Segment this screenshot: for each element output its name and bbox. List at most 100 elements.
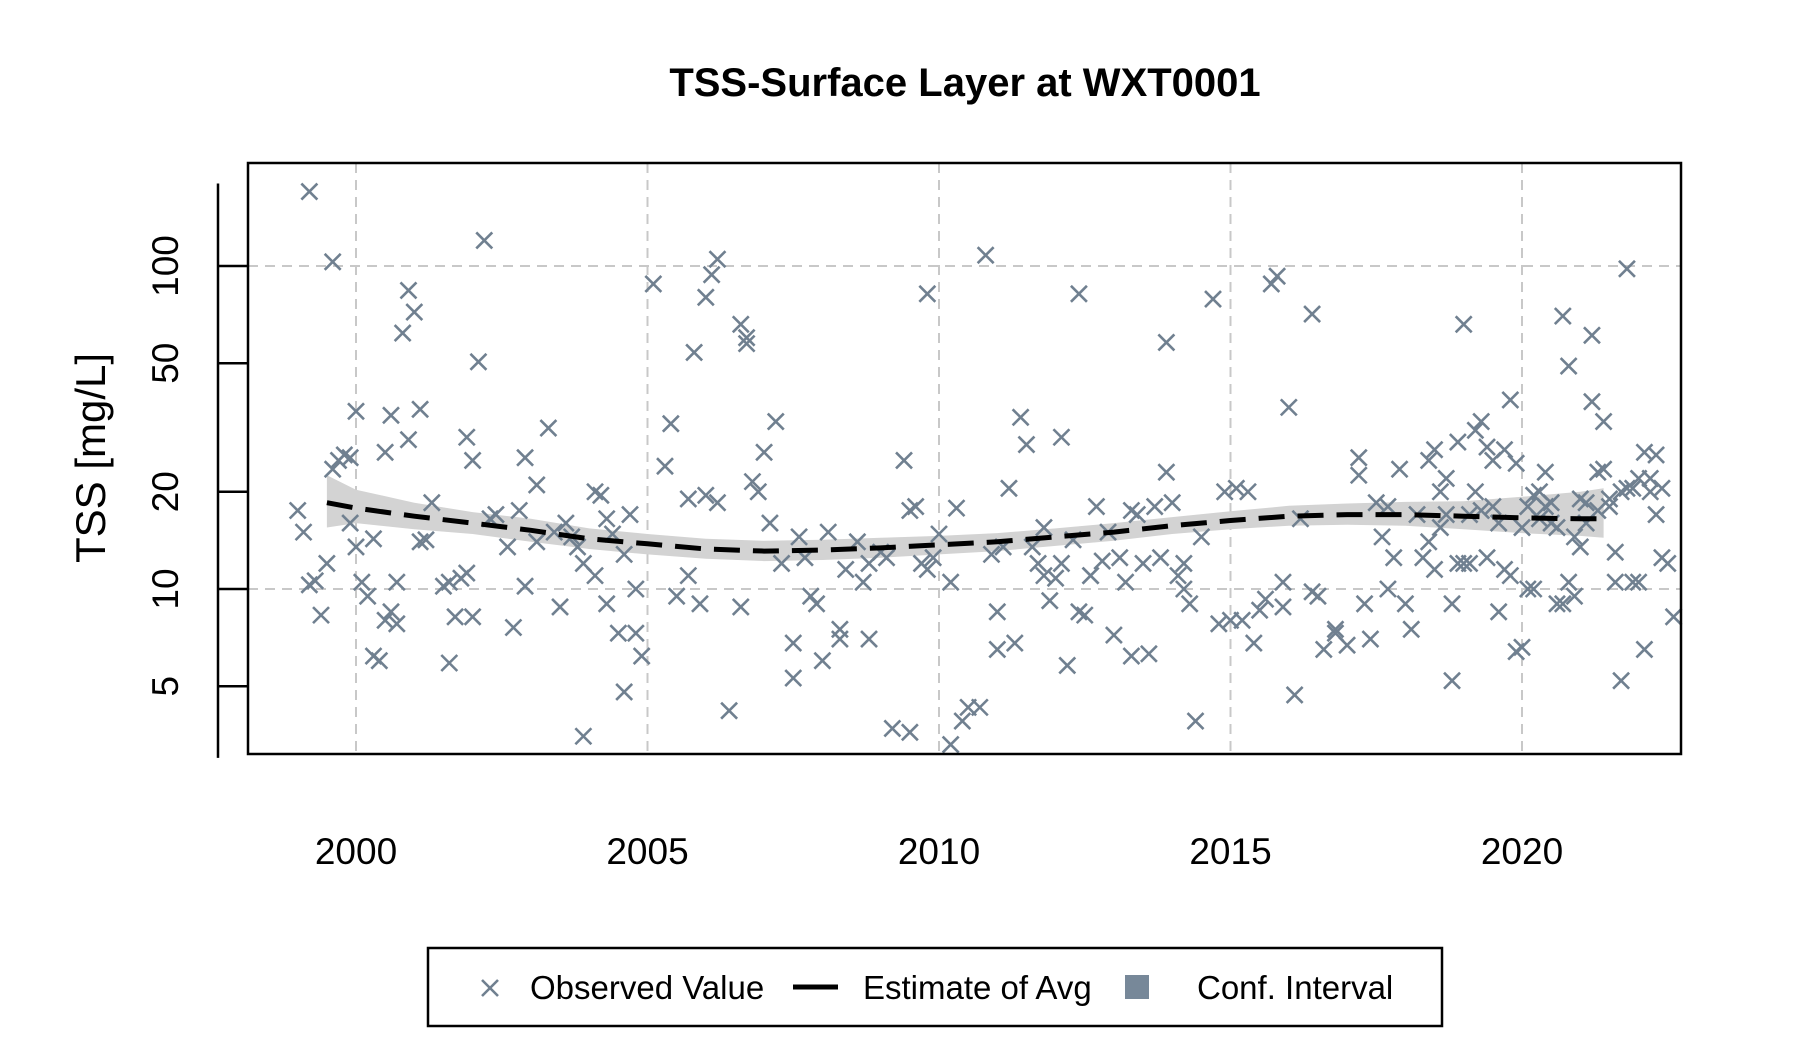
observed-point [1507,454,1526,473]
observed-point [411,532,430,551]
observed-point [1378,497,1397,516]
observed-point [1174,580,1193,598]
observed-point [1326,620,1345,639]
observed-point [527,532,546,551]
x-tick-label-2020: 2020 [1481,831,1563,872]
observed-point [1553,307,1572,325]
observed-point [737,334,756,353]
observed-point [1070,284,1088,303]
observed-point [1600,490,1619,508]
observed-point [918,284,937,303]
observed-point [475,231,494,250]
observed-point [1501,390,1520,409]
observed-point [376,611,395,630]
observed-point [1233,611,1252,630]
observed-point [685,343,704,362]
observed-point [906,497,925,516]
estimate-line [326,500,1604,554]
observed-point [1104,626,1123,645]
y-tick-label-100: 100 [145,235,186,297]
observed-point [422,493,441,512]
estimate-line-layer [326,500,1604,554]
observed-point [551,598,569,616]
observed-point [405,303,424,322]
observed-point [656,457,674,476]
observed-point [1081,566,1100,585]
observed-point [1501,566,1520,585]
observed-point [516,448,534,467]
observed-point [1548,594,1566,613]
observed-point [1134,554,1152,573]
observed-point [1635,640,1654,659]
observed-point [1553,594,1572,613]
observed-point [399,430,418,449]
observed-point [1157,333,1176,352]
observed-point [440,654,459,672]
observed-point [970,698,989,717]
observed-point [679,490,698,508]
observed-point [1250,601,1269,620]
observed-point [1355,594,1374,613]
observed-point [1623,479,1642,498]
observed-point [417,530,435,549]
observed-point [743,472,762,491]
observed-point [463,451,482,470]
observed-point [347,537,365,556]
observed-point [586,566,604,585]
confidence-band [326,475,1604,562]
observed-point [755,443,774,462]
observed-point [819,523,838,542]
observed-point [1396,594,1415,613]
observed-point [1338,636,1357,655]
observed-point [784,634,803,653]
observed-point [1443,594,1461,613]
observed-point [1606,543,1625,562]
observed-point [411,400,430,419]
observed-point [1110,548,1129,567]
observed-point [1180,594,1199,613]
observed-point [597,509,616,528]
observed-point [1448,433,1467,452]
observed-point [813,651,832,670]
observed-point [1402,620,1421,639]
observed-point [626,624,645,643]
observed-point [772,554,791,573]
observed-point [918,560,937,579]
y-axis: 5 10 20 50 100 [145,183,248,758]
observed-point [1035,518,1053,537]
observed-point [1460,554,1479,573]
observed-point [1274,598,1292,616]
observed-point [597,594,616,613]
observed-point [1431,482,1450,501]
x-axis: 2000 2005 2010 2015 2020 [315,831,1563,872]
x-tick-label-2005: 2005 [606,831,688,872]
observed-point [352,573,371,592]
observed-point [976,246,995,265]
observed-point [877,548,896,567]
observed-point [1204,290,1222,308]
observed-point [1664,607,1683,626]
confidence-band-layer [326,475,1604,562]
observed-point [568,537,587,556]
observed-point [691,594,709,613]
observed-point [1600,497,1619,516]
observed-point [1641,482,1660,501]
observed-point [1052,428,1071,447]
observed-point [1437,469,1456,488]
observed-point [1623,573,1642,592]
observed-point [1000,479,1018,498]
observed-point [1594,412,1613,431]
observed-point [626,580,645,598]
observed-point [696,288,715,307]
observed-point [1262,275,1281,293]
observed-point [708,493,727,512]
observed-point [1169,566,1187,585]
legend-label-observed-value: Observed Value [530,969,764,1006]
observed-point [1011,408,1030,427]
observed-point [784,669,803,687]
x-tick-label-2015: 2015 [1189,831,1271,872]
legend-box [426,946,1444,1028]
observed-point [463,607,482,626]
observed-point [1373,527,1391,546]
